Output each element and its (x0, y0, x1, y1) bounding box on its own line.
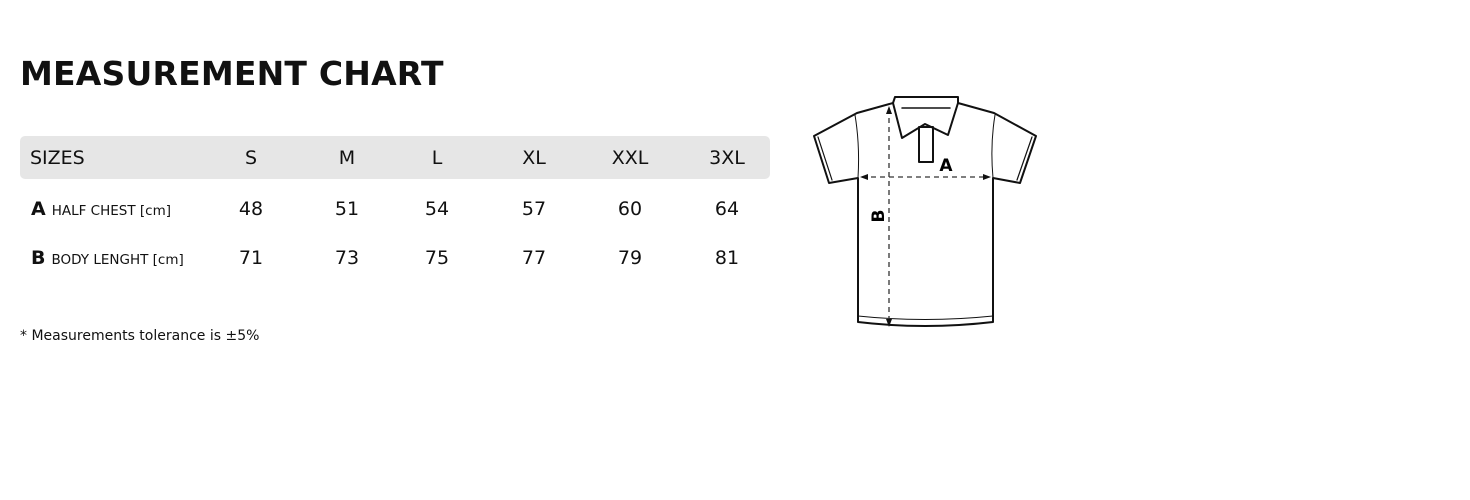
row-name: BODY LENGHT [cm] (51, 252, 184, 268)
row-label-half-chest: A HALF CHEST [cm] (31, 198, 171, 220)
sizes-header: SIZES (30, 147, 85, 169)
table-cell: 48 (238, 198, 264, 220)
table-header-band (20, 136, 770, 179)
size-header: L (431, 147, 443, 169)
table-cell: 57 (521, 198, 547, 220)
table-cell: 71 (238, 247, 264, 269)
table-cell: 81 (714, 247, 740, 269)
arrow-icon (860, 174, 868, 180)
size-header: XXL (611, 147, 649, 169)
table-cell: 79 (617, 247, 643, 269)
page-title: MEASUREMENT CHART (20, 54, 444, 93)
size-header: 3XL (709, 147, 745, 169)
label-b: B (869, 210, 889, 223)
shirt-outline (813, 102, 1037, 327)
table-cell: 51 (334, 198, 360, 220)
table-cell: 64 (714, 198, 740, 220)
collar (892, 96, 959, 139)
sleeve-cuff-right (1016, 136, 1033, 181)
size-header: M (338, 147, 356, 169)
size-header: XL (522, 147, 546, 169)
hem-line (857, 315, 994, 320)
size-header: S (244, 147, 258, 169)
table-cell: 60 (617, 198, 643, 220)
table-cell: 54 (424, 198, 450, 220)
arrow-icon (983, 174, 991, 180)
arrow-icon (886, 319, 892, 327)
arrow-icon (886, 106, 892, 114)
sleeve-cuff-left (817, 136, 833, 181)
label-a: A (939, 156, 953, 176)
armhole-seams (854, 114, 996, 179)
row-letter: B (31, 247, 46, 269)
row-label-body-length: B BODY LENGHT [cm] (31, 247, 184, 269)
table-cell: 77 (521, 247, 547, 269)
placket (918, 126, 934, 163)
row-name: HALF CHEST [cm] (51, 203, 172, 219)
table-cell: 75 (424, 247, 450, 269)
tolerance-note: * Measurements tolerance is ±5% (20, 328, 260, 344)
table-cell: 73 (334, 247, 360, 269)
row-letter: A (31, 198, 46, 220)
